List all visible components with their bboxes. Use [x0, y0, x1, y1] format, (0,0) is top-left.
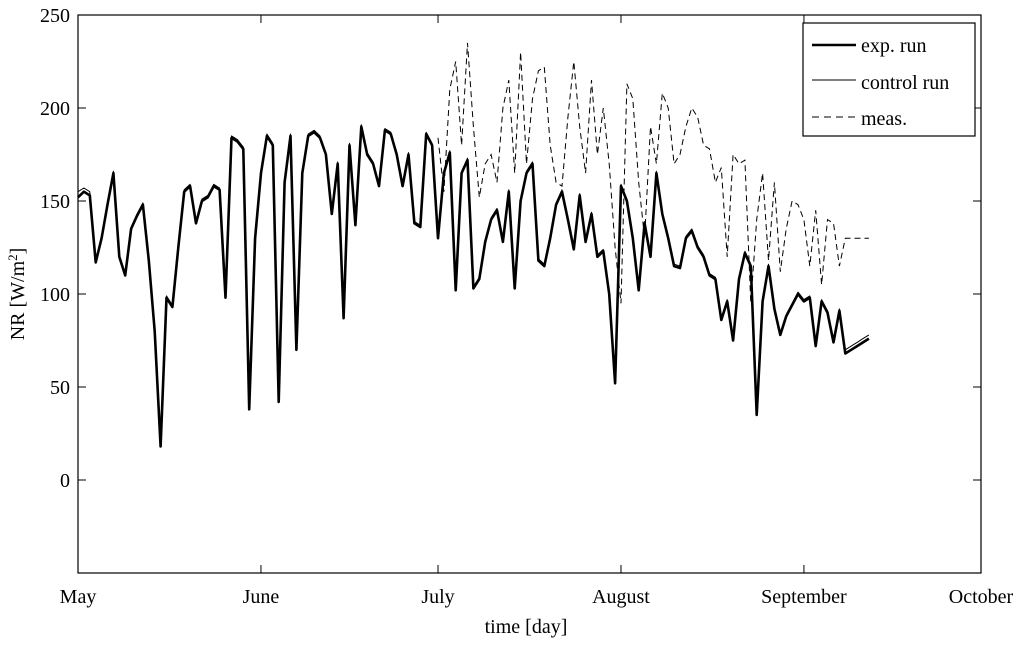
x-tick-label-1: June: [243, 586, 280, 608]
legend-label-control-run: control run: [861, 72, 949, 94]
y-tick-label-3: 150: [40, 191, 70, 213]
y-tick-label-2: 100: [40, 284, 70, 306]
x-axis-title: time [day]: [485, 616, 568, 638]
x-tick-label-4: September: [761, 586, 847, 608]
series-line-meas: [437, 42, 869, 304]
y-axis-title: NR [W/m2]: [5, 248, 29, 341]
y-tick-label-0: 0: [60, 470, 70, 492]
y-axis-title-close: ]: [7, 248, 29, 255]
x-tick-label-3: August: [592, 586, 650, 608]
series-layer: [77, 42, 870, 448]
legend: exp. run control run meas.: [802, 22, 976, 137]
y-tick-label-1: 50: [50, 377, 70, 399]
x-tick-label-0: May: [60, 586, 97, 608]
legend-label-meas: meas.: [861, 108, 907, 130]
y-axis-title-main: NR [W/m: [7, 260, 29, 340]
y-tick-label-5: 250: [40, 5, 70, 27]
series-line-control-run: [77, 124, 870, 444]
axis-ticks: 0 50 100 150 200 250 May June July August Septembe…: [40, 5, 1014, 608]
x-tick-label-5: October: [949, 586, 1014, 608]
y-axis-title-sup: 2: [5, 254, 20, 261]
x-tick-label-2: July: [421, 586, 454, 608]
legend-label-exp-run: exp. run: [861, 35, 927, 57]
y-tick-label-4: 200: [40, 98, 70, 120]
